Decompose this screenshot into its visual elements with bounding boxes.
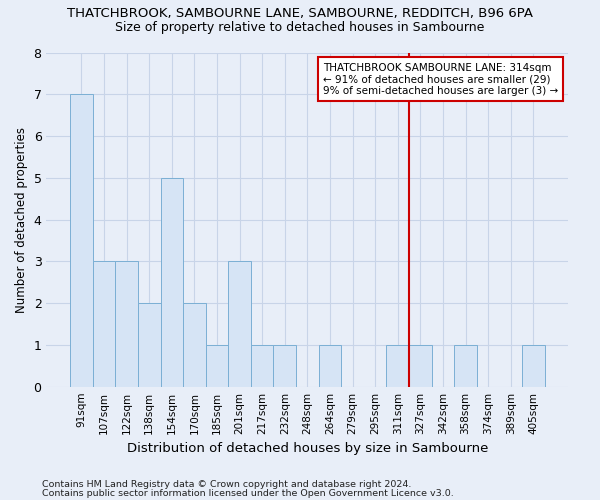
Bar (93, 262, 115, 386)
X-axis label: Distribution of detached houses by size in Sambourne: Distribution of detached houses by size … (127, 442, 488, 455)
Bar (161, 178, 183, 386)
Bar (70, 94, 93, 387)
Bar (274, 345, 296, 387)
Bar (522, 345, 545, 387)
Bar (138, 303, 161, 386)
Bar (183, 303, 206, 386)
Text: Contains public sector information licensed under the Open Government Licence v3: Contains public sector information licen… (42, 488, 454, 498)
Bar (409, 345, 431, 387)
Text: Contains HM Land Registry data © Crown copyright and database right 2024.: Contains HM Land Registry data © Crown c… (42, 480, 412, 489)
Bar (115, 262, 138, 386)
Text: THATCHBROOK SAMBOURNE LANE: 314sqm
← 91% of detached houses are smaller (29)
9% : THATCHBROOK SAMBOURNE LANE: 314sqm ← 91%… (323, 62, 558, 96)
Bar (206, 345, 228, 387)
Bar (251, 345, 274, 387)
Y-axis label: Number of detached properties: Number of detached properties (15, 126, 28, 312)
Bar (228, 262, 251, 386)
Text: THATCHBROOK, SAMBOURNE LANE, SAMBOURNE, REDDITCH, B96 6PA: THATCHBROOK, SAMBOURNE LANE, SAMBOURNE, … (67, 8, 533, 20)
Text: Size of property relative to detached houses in Sambourne: Size of property relative to detached ho… (115, 21, 485, 34)
Bar (319, 345, 341, 387)
Bar (454, 345, 477, 387)
Bar (386, 345, 409, 387)
